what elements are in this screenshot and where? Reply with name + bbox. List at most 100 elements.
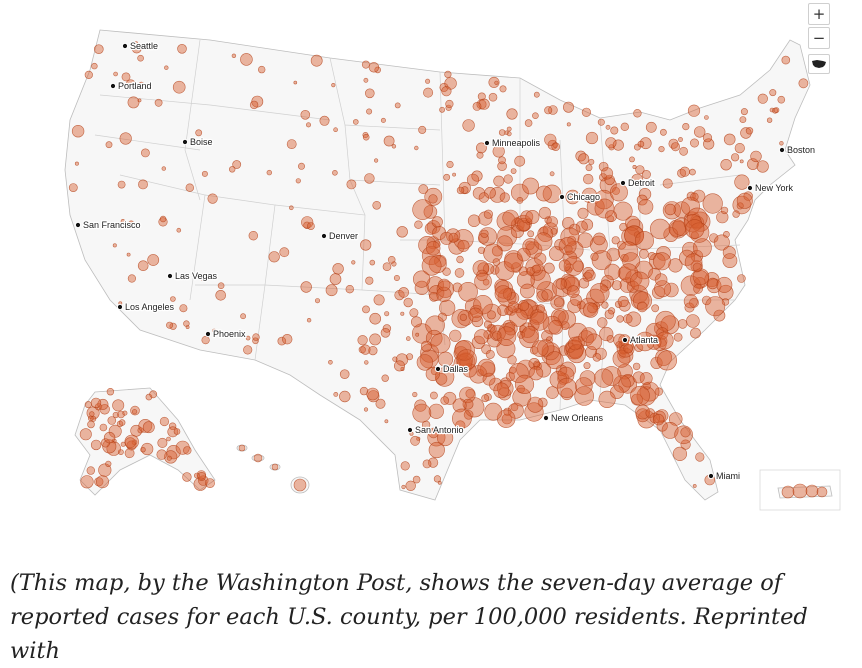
county-bubble: [471, 170, 483, 182]
county-bubble: [416, 354, 434, 371]
county-bubble: [545, 351, 564, 370]
county-bubble: [363, 77, 369, 83]
county-bubble: [648, 252, 666, 270]
county-bubble: [702, 133, 713, 143]
county-bubble: [585, 333, 603, 351]
county-bubble: [105, 141, 113, 149]
county-bubble: [577, 232, 593, 248]
zoom-out-button[interactable]: −: [808, 27, 830, 49]
county-bubble: [384, 311, 390, 317]
county-bubble: [511, 183, 529, 202]
county-bubble: [682, 122, 690, 131]
county-bubble: [471, 335, 486, 350]
county-bubble: [125, 79, 136, 90]
county-bubble: [506, 131, 512, 137]
county-bubble: [605, 124, 611, 130]
county-bubble: [496, 326, 517, 347]
county-bubble: [766, 117, 773, 123]
county-bubble: [477, 246, 486, 254]
county-bubble: [140, 148, 150, 158]
county-bubble: [497, 161, 507, 171]
county-bubble: [145, 393, 153, 401]
county-bubble: [457, 239, 470, 252]
county-bubble: [156, 449, 167, 460]
county-bubble: [632, 362, 641, 371]
zoom-in-button[interactable]: +: [808, 3, 830, 25]
county-bubble: [600, 167, 614, 180]
county-bubble: [503, 174, 513, 184]
county-bubble: [506, 292, 520, 305]
county-bubble: [462, 119, 475, 132]
county-bubble: [677, 168, 687, 178]
county-bubble: [578, 153, 590, 165]
county-bubble: [654, 273, 668, 287]
county-bubble: [485, 349, 495, 359]
county-bubble: [616, 315, 624, 323]
county-bubble: [437, 429, 454, 447]
county-bubble: [446, 160, 454, 169]
county-bubble: [639, 137, 652, 150]
county-bubble: [690, 327, 701, 339]
county-bubble: [185, 183, 195, 192]
county-bubble: [232, 160, 242, 169]
county-bubble: [518, 325, 527, 333]
county-bubble: [574, 377, 593, 395]
county-bubble: [639, 372, 653, 385]
county-bubble: [486, 310, 496, 320]
city-marker: [204, 330, 212, 338]
county-bubble: [391, 144, 397, 149]
county-bubble: [704, 115, 709, 120]
county-bubble: [551, 142, 561, 151]
county-bubble: [195, 129, 203, 137]
county-bubble: [581, 107, 592, 117]
city-label: Portland: [118, 81, 152, 91]
county-bubble: [662, 201, 682, 220]
county-bubble: [690, 249, 704, 263]
city-label: Miami: [716, 471, 740, 481]
county-bubble: [154, 98, 163, 107]
county-bubble: [423, 87, 434, 98]
county-bubble: [445, 99, 454, 109]
county-bubble: [544, 133, 557, 146]
county-bubble: [723, 133, 736, 146]
county-bubble: [527, 319, 540, 332]
county-bubble: [453, 229, 474, 250]
county-bubble: [546, 386, 559, 399]
county-bubble: [398, 287, 410, 298]
county-bubble: [425, 78, 431, 84]
county-bubble: [428, 427, 439, 439]
county-bubble: [136, 44, 141, 50]
county-bubble: [201, 277, 206, 282]
county-bubble: [689, 138, 699, 148]
city-marker: [406, 426, 414, 434]
county-bubble: [138, 179, 148, 190]
county-bubble: [637, 199, 654, 215]
county-bubble: [510, 168, 517, 174]
county-bubble: [720, 206, 729, 215]
covid-county-map[interactable]: Seattle Portland Boise San Francisco Las Veg…: [0, 0, 862, 520]
county-bubble: [363, 407, 369, 412]
city-label: New York: [755, 183, 794, 193]
county-bubble: [94, 44, 104, 55]
county-bubble: [654, 280, 672, 298]
county-bubble: [456, 255, 464, 264]
county-bubble: [474, 272, 492, 291]
county-bubble: [530, 309, 545, 324]
county-bubble: [172, 80, 186, 94]
county-bubble: [528, 366, 544, 381]
reset-view-button[interactable]: [808, 54, 830, 74]
county-bubble: [459, 313, 468, 322]
county-bubble: [394, 102, 401, 109]
county-bubble: [498, 129, 506, 136]
county-bubble: [600, 285, 608, 293]
county-bubble: [604, 309, 615, 320]
county-bubble: [601, 301, 609, 309]
county-bubble: [567, 235, 576, 245]
county-bubble: [779, 141, 784, 146]
county-bubble: [514, 155, 526, 167]
county-bubble: [577, 207, 589, 219]
county-bubble: [365, 276, 374, 285]
county-bubble: [68, 183, 78, 192]
county-bubble: [127, 96, 140, 109]
county-bubble: [205, 478, 215, 488]
